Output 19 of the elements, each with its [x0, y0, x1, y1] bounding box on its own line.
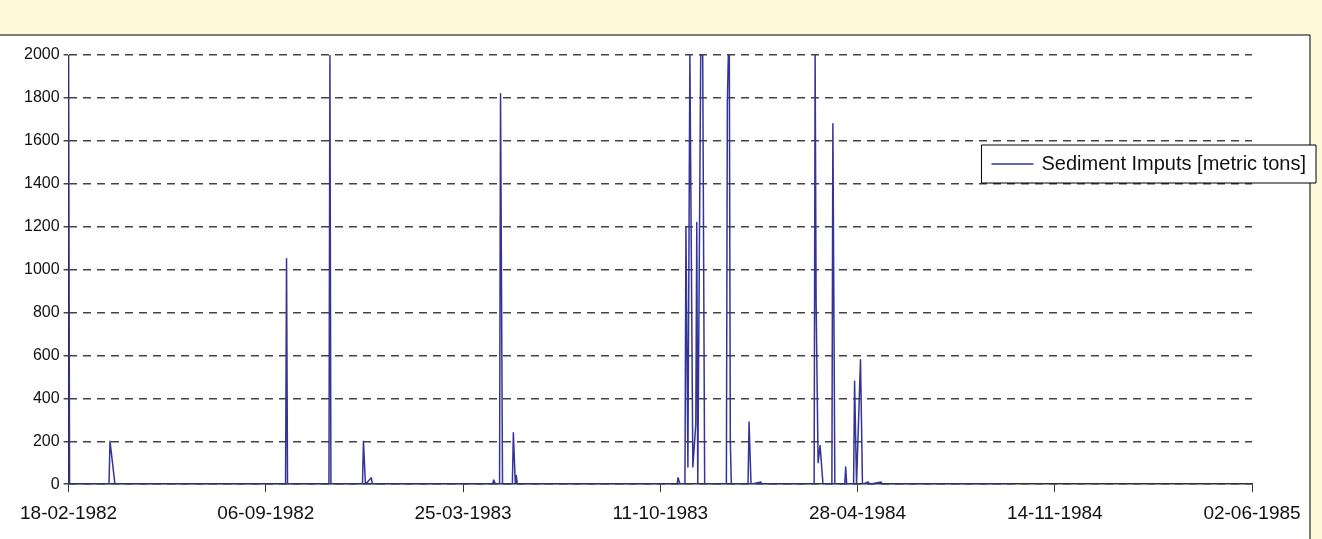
y-tick-label: 1800 — [24, 88, 60, 106]
y-tick-label: 200 — [32, 431, 60, 449]
y-tick-label: 400 — [32, 388, 60, 406]
y-tick-label: 1600 — [24, 131, 60, 149]
y-tick-label: 600 — [32, 345, 60, 363]
x-tick-label: 28-04-1984 — [808, 501, 907, 523]
y-tick-label: 800 — [32, 302, 60, 320]
y-tick-label: 1400 — [24, 174, 60, 192]
x-tick-label: 25-03-1983 — [414, 501, 512, 523]
x-tick-label: 02-06-1985 — [1203, 501, 1301, 523]
x-tick-label: 06-09-1982 — [217, 501, 315, 523]
legend-label: Sediment Imputs [metric tons] — [1041, 151, 1307, 174]
x-tick-label: 18-02-1982 — [19, 501, 118, 523]
y-tick-label: 0 — [50, 474, 60, 492]
y-tick-label: 1000 — [24, 260, 60, 278]
x-tick-label: 14-11-1984 — [1006, 501, 1104, 523]
y-tick-label: 2000 — [24, 45, 60, 63]
y-tick-label: 1200 — [24, 217, 60, 235]
x-tick-label: 11-10-1983 — [612, 501, 709, 523]
